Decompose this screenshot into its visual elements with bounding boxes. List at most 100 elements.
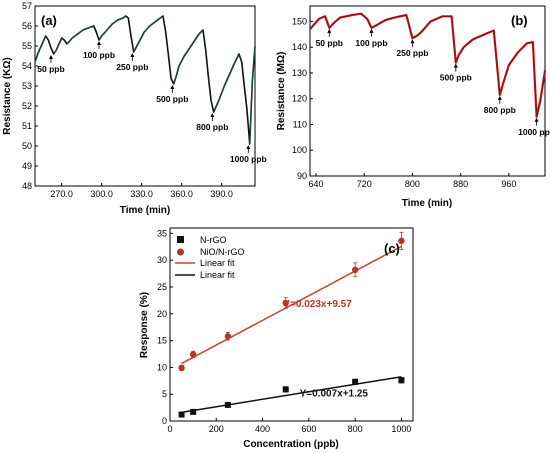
data-point-nio-n-rgo: [282, 299, 289, 307]
fit-equation-0: Y=0.023x+9.57: [283, 299, 352, 310]
series-line-b-core: [309, 13, 546, 117]
annotation-label-b: 500 ppb: [440, 73, 472, 83]
panel-c: 0 200 400 600 800 1000 0 5 10 15 20 25 30 35 Y=0.023…: [139, 227, 414, 450]
y-tick-label-a: 49: [22, 161, 32, 171]
y-tick-label-a: 57: [22, 1, 32, 11]
annotation-arrowhead-a: [170, 85, 175, 89]
x-tick-label-a: 360.0: [170, 189, 193, 199]
plot-frame-b: [309, 5, 546, 177]
annotation-arrowhead-b: [453, 63, 458, 68]
data-point-nio-n-rgo: [351, 266, 359, 274]
annotation-arrowhead-a: [130, 53, 135, 57]
plot-frame-c: [169, 227, 414, 422]
x-axis-label-c: Concentration (ppb): [243, 439, 339, 450]
data-point-nio-n-rgo: [398, 237, 405, 245]
x-tick-label-a: 330.0: [130, 189, 153, 199]
data-point-nio-n-rgo: [189, 351, 197, 358]
data-point-n-rgo: [190, 408, 197, 415]
y-tick-label-c: 5: [162, 389, 167, 399]
data-point-n-rgo: [178, 411, 185, 418]
y-tick-label-a: 52: [22, 101, 32, 111]
legend-c: N-rGO NiO/N-rGO Linear fit Linear fit: [175, 235, 245, 280]
data-point-nio-n-rgo: [224, 333, 232, 340]
y-tick-label-a: 55: [22, 41, 32, 51]
annotation-label-b: 100 ppb: [355, 38, 387, 48]
y-axis-label-a: Resistance (KΩ): [2, 57, 13, 135]
annotation-label-b: 250 ppb: [396, 48, 428, 58]
y-tick-label-c: 25: [157, 282, 167, 292]
y-tick-label-a: 56: [22, 21, 32, 31]
x-tick-label-b: 960: [501, 179, 516, 189]
annotation-label-a: 250 ppb: [116, 62, 148, 72]
series-line-b: [309, 12, 547, 118]
x-tick-label-a: 270.0: [50, 189, 73, 199]
y-tick-label-c: 10: [157, 362, 167, 372]
y-tick-label-b: 110: [293, 119, 307, 129]
annotation-arrowhead-a: [49, 55, 53, 59]
y-tick-label-c: 30: [157, 255, 167, 265]
legend-label-fit-red: Linear fit: [200, 258, 235, 268]
annotation-label-a: 100 ppb: [83, 50, 115, 60]
legend-marker-n-rgo: [177, 236, 184, 243]
y-tick-label-c: 0: [162, 416, 167, 426]
x-axis-label-b: Time (min): [402, 198, 452, 209]
data-point-nio-n-rgo: [178, 364, 185, 372]
x-tick-label-b: 800: [405, 179, 420, 189]
annotation-label-a: 800 ppb: [196, 122, 228, 132]
annotation-label-b: 1000 ppb: [518, 127, 550, 137]
data-point-n-rgo: [224, 401, 231, 408]
fit-line-0: [181, 245, 402, 365]
x-tick-label-c: 400: [255, 424, 270, 434]
fit-line-1: [181, 376, 402, 414]
panel-label-c: (c): [384, 241, 400, 256]
y-tick-label-a: 54: [22, 61, 32, 71]
x-tick-label-b: 720: [357, 179, 372, 189]
series-recovery-a: [34, 15, 256, 145]
panel-a: 270.0 300.0 330.0 360.0 390.0 48 49 50 51 52 53 54…: [2, 1, 267, 216]
x-tick-label-b: 640: [309, 179, 324, 189]
y-tick-label-b: 100: [292, 145, 307, 155]
y-tick-label-b: 130: [292, 68, 307, 78]
y-tick-label-b: 120: [292, 94, 307, 104]
x-tick-label-c: 800: [348, 424, 363, 434]
data-point-n-rgo: [352, 378, 359, 385]
annotation-label-a: 500 ppb: [156, 94, 188, 104]
legend-label-fit-black: Linear fit: [200, 270, 235, 280]
y-tick-label-b: 150: [292, 16, 307, 26]
y-tick-label-c: 15: [157, 336, 167, 346]
y-tick-label-b: 140: [292, 42, 307, 52]
y-tick-label-b: 90: [297, 171, 307, 181]
panel-b: 640 720 800 880 960 90 100 110 120 130 140 150 50 …: [276, 5, 550, 209]
x-tick-label-c: 0: [167, 424, 172, 434]
fit-equation-1: Y=0.007x+1.25: [300, 388, 369, 399]
y-tick-label-a: 51: [22, 121, 32, 131]
annotation-arrowhead-a: [210, 113, 215, 117]
annotation-label-a: 1000 ppb: [230, 154, 267, 164]
panel-label-a: (a): [41, 13, 57, 28]
annotation-arrowhead-b: [327, 28, 332, 33]
annotation-arrowhead-b: [369, 28, 374, 33]
y-tick-label-a: 48: [22, 181, 32, 191]
annotation-arrowhead-a: [97, 41, 101, 45]
annotation-label-b: 800 ppb: [484, 105, 516, 115]
y-tick-label-c: 20: [157, 309, 167, 319]
plot-frame-a: [34, 5, 256, 187]
annotation-arrowhead-a: [246, 145, 251, 149]
x-tick-label-c: 1000: [391, 424, 411, 434]
x-tick-label-c: 600: [301, 424, 316, 434]
x-tick-label-a: 300.0: [90, 189, 113, 199]
annotation-label-b: 50 ppb: [316, 38, 343, 48]
y-tick-label-a: 53: [22, 81, 32, 91]
annotation-label-a: 50 ppb: [37, 64, 64, 74]
x-tick-label-c: 200: [209, 424, 224, 434]
annotation-arrowhead-b: [410, 39, 415, 44]
y-axis-label-c: Response (%): [139, 292, 150, 358]
data-point-n-rgo: [398, 377, 405, 384]
legend-label-n-rgo: N-rGO: [200, 235, 227, 245]
annotation-arrowhead-b: [534, 117, 539, 122]
annotation-arrowhead-b: [497, 95, 502, 100]
x-tick-label-b: 880: [453, 179, 468, 189]
y-axis-label-b: Resistance (MΩ): [276, 52, 287, 131]
x-tick-label-a: 390.0: [210, 189, 233, 199]
